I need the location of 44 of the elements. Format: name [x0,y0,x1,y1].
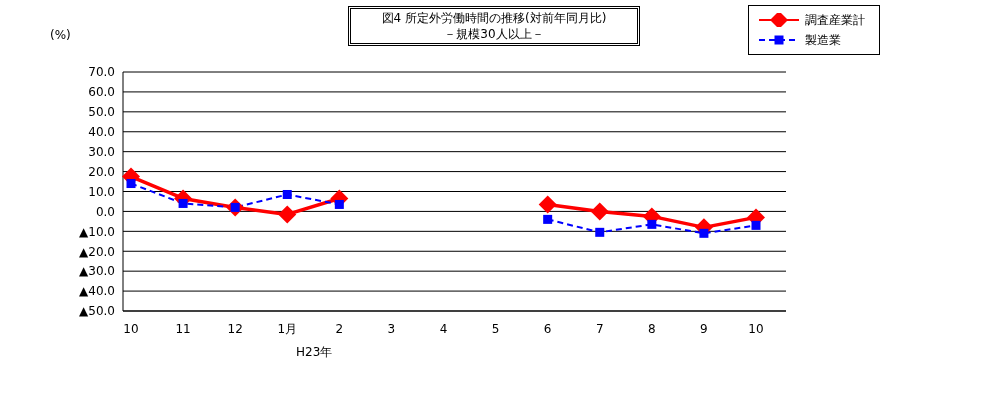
point [126,179,136,189]
y-tick-label: ▲40.0 [79,284,115,299]
y-tick-label: ▲20.0 [79,244,115,259]
point [278,205,297,224]
y-axis-title: (%) [50,28,71,42]
y-tick-label: 60.0 [88,85,115,100]
y-tick-label: 40.0 [88,125,115,140]
x-tick-label: 11 [175,322,191,336]
point [538,195,557,214]
point [595,227,605,237]
x-tick-label: 5 [491,322,500,336]
x-tick-label: 4 [439,322,448,336]
point [282,189,292,199]
x-tick-label: 10 [123,322,139,336]
x-tick-label: 3 [387,322,396,336]
x-tick-label: 12 [227,322,243,336]
point [334,199,344,209]
chart-subtitle: －規模30人以上－ [443,26,545,42]
legend-label: 調査産業計 [805,11,865,29]
y-tick-label: ▲30.0 [79,264,115,279]
x-tick-label: 9 [700,322,708,336]
x-tick-label: 10 [748,322,764,336]
legend-label: 製造業 [805,31,841,49]
point [751,220,761,230]
text: H23年 [296,344,333,361]
y-tick-label: 20.0 [88,164,115,179]
y-tick-label: ▲10.0 [79,224,115,239]
point [543,214,553,224]
y-tick-label: ▲50.0 [79,304,115,319]
point [178,198,188,208]
x-tick-label: 2 [335,322,344,336]
x-tick-label: 8 [648,322,656,336]
x-tick-label: 6 [543,322,552,336]
x-tick-label: 1月 [277,322,298,336]
point [590,202,609,221]
x-tick-label: 7 [595,322,604,336]
y-tick-label: 10.0 [88,184,115,199]
y-tick-label: 30.0 [88,144,115,159]
y-tick-label: 70.0 [88,65,115,80]
y-tick-label: 50.0 [88,105,115,120]
point [647,219,657,229]
chart-title: 図4 所定外労働時間の推移(対前年同月比) [380,10,608,26]
point [699,228,709,238]
y-tick-label: 0.0 [95,204,115,219]
